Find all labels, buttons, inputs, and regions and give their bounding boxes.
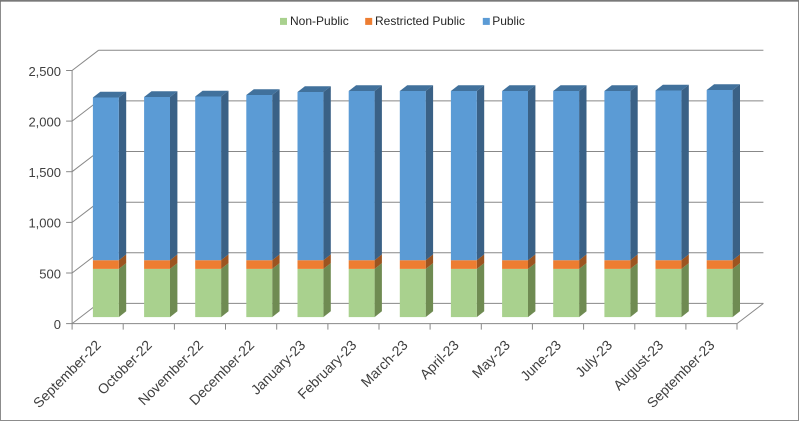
svg-text:0: 0 bbox=[54, 317, 61, 332]
svg-text:1,500: 1,500 bbox=[28, 165, 61, 180]
svg-text:Public: Public bbox=[492, 14, 525, 28]
svg-text:1,000: 1,000 bbox=[28, 216, 61, 231]
svg-text:2,500: 2,500 bbox=[28, 64, 61, 79]
svg-text:2,000: 2,000 bbox=[28, 114, 61, 129]
svg-text:500: 500 bbox=[39, 266, 61, 281]
svg-text:Non-Public: Non-Public bbox=[290, 14, 349, 28]
svg-text:Restricted Public: Restricted Public bbox=[375, 14, 465, 28]
